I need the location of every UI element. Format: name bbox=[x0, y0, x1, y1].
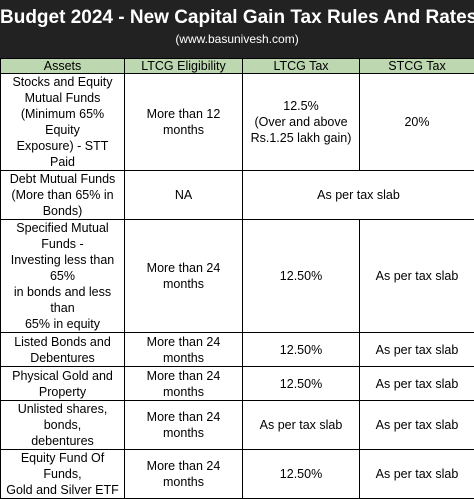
asset-line: Unlisted shares, bonds, bbox=[4, 401, 121, 433]
asset-line: (More than 65% in bbox=[4, 187, 121, 203]
stcg-tax-cell: As per tax slab bbox=[360, 401, 474, 450]
ltcg-eligibility-cell: More than 24 months bbox=[125, 401, 243, 450]
asset-line: Mutual Funds bbox=[4, 90, 121, 106]
asset-line: Listed Bonds and bbox=[4, 334, 121, 350]
asset-line: Equity Fund Of Funds, bbox=[4, 450, 121, 482]
tax-rules-table: Assets LTCG Eligibility LTCG Tax STCG Ta… bbox=[0, 58, 474, 499]
ltcg-eligibility-cell: More than 24 months bbox=[125, 333, 243, 367]
ltcg-eligibility-cell: NA bbox=[125, 171, 243, 220]
asset-line: Property bbox=[4, 384, 121, 400]
asset-line: 65% in equity bbox=[4, 316, 121, 332]
asset-line: Physical Gold and bbox=[4, 368, 121, 384]
asset-cell: Equity Fund Of Funds, Gold and Silver ET… bbox=[1, 450, 125, 499]
stcg-tax-cell: 20% bbox=[360, 74, 474, 171]
stcg-tax-cell: As per tax slab bbox=[360, 220, 474, 333]
table-row: Equity Fund Of Funds, Gold and Silver ET… bbox=[1, 450, 474, 499]
column-header-ltcg-eligibility: LTCG Eligibility bbox=[125, 59, 243, 74]
stcg-tax-cell: As per tax slab bbox=[360, 450, 474, 499]
ltcg-tax-line: Rs.1.25 lakh gain) bbox=[246, 130, 356, 146]
asset-line: Debt Mutual Funds bbox=[4, 171, 121, 187]
asset-line: Gold and Silver ETF bbox=[4, 482, 121, 498]
page-subtitle: (www.basunivesh.com) bbox=[0, 30, 474, 48]
asset-cell: Debt Mutual Funds (More than 65% in Bond… bbox=[1, 171, 125, 220]
table-row: Unlisted shares, bonds, debentures More … bbox=[1, 401, 474, 450]
asset-line: Stocks and Equity bbox=[4, 74, 121, 90]
asset-cell: Listed Bonds and Debentures bbox=[1, 333, 125, 367]
asset-line: Debentures bbox=[4, 350, 121, 366]
ltcg-tax-line: 12.5% bbox=[246, 98, 356, 114]
asset-line: (Minimum 65% Equity bbox=[4, 106, 121, 138]
asset-line: Exposure) - STT Paid bbox=[4, 138, 121, 170]
table-row: Stocks and Equity Mutual Funds (Minimum … bbox=[1, 74, 474, 171]
table-header-row: Assets LTCG Eligibility LTCG Tax STCG Ta… bbox=[1, 59, 474, 74]
ltcg-tax-cell: 12.50% bbox=[243, 367, 360, 401]
stcg-tax-cell: As per tax slab bbox=[360, 333, 474, 367]
ltcg-eligibility-cell: More than 12 months bbox=[125, 74, 243, 171]
ltcg-tax-line: (Over and above bbox=[246, 114, 356, 130]
page-title: Budget 2024 - New Capital Gain Tax Rules… bbox=[0, 6, 474, 30]
table-row: Listed Bonds and Debentures More than 24… bbox=[1, 333, 474, 367]
ltcg-eligibility-cell: More than 24 months bbox=[125, 367, 243, 401]
column-header-stcg-tax: STCG Tax bbox=[360, 59, 474, 74]
asset-line: Bonds) bbox=[4, 203, 121, 219]
ltcg-eligibility-cell: More than 24 months bbox=[125, 450, 243, 499]
asset-line: in bonds and less than bbox=[4, 284, 121, 316]
asset-line: debentures bbox=[4, 433, 121, 449]
merged-tax-cell: As per tax slab bbox=[243, 171, 474, 220]
table-row: Debt Mutual Funds (More than 65% in Bond… bbox=[1, 171, 474, 220]
asset-cell: Physical Gold and Property bbox=[1, 367, 125, 401]
asset-cell: Stocks and Equity Mutual Funds (Minimum … bbox=[1, 74, 125, 171]
ltcg-tax-cell: 12.50% bbox=[243, 220, 360, 333]
ltcg-tax-cell: 12.50% bbox=[243, 450, 360, 499]
asset-cell: Unlisted shares, bonds, debentures bbox=[1, 401, 125, 450]
asset-line: Specified Mutual bbox=[4, 220, 121, 236]
ltcg-tax-cell: 12.50% bbox=[243, 333, 360, 367]
table-row: Specified Mutual Funds - Investing less … bbox=[1, 220, 474, 333]
ltcg-eligibility-cell: More than 24 months bbox=[125, 220, 243, 333]
asset-cell: Specified Mutual Funds - Investing less … bbox=[1, 220, 125, 333]
asset-line: Funds - bbox=[4, 236, 121, 252]
stcg-tax-cell: As per tax slab bbox=[360, 367, 474, 401]
ltcg-tax-cell: As per tax slab bbox=[243, 401, 360, 450]
asset-line: Investing less than 65% bbox=[4, 252, 121, 284]
column-header-ltcg-tax: LTCG Tax bbox=[243, 59, 360, 74]
page-header: Budget 2024 - New Capital Gain Tax Rules… bbox=[0, 0, 474, 58]
column-header-assets: Assets bbox=[1, 59, 125, 74]
table-row: Physical Gold and Property More than 24 … bbox=[1, 367, 474, 401]
ltcg-tax-cell: 12.5% (Over and above Rs.1.25 lakh gain) bbox=[243, 74, 360, 171]
